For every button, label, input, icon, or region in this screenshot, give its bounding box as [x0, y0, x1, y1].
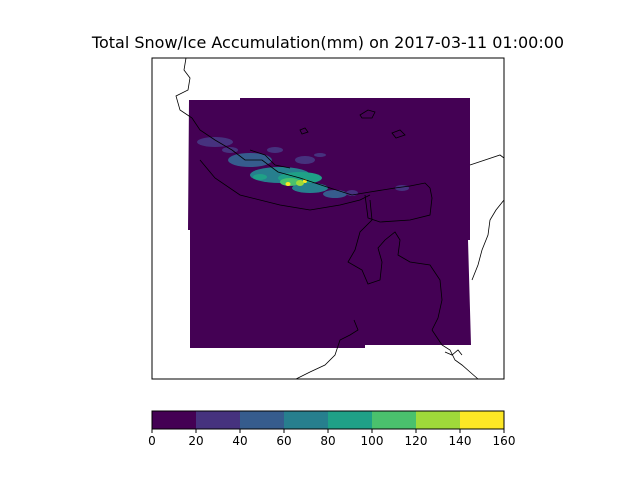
coastlines [175, 57, 505, 380]
colorbar [151, 410, 505, 433]
data-domain [188, 98, 471, 348]
accumulation-field [188, 98, 471, 348]
colorbar-cell [240, 411, 285, 429]
colorbar-cell [196, 411, 241, 429]
map-title: Total Snow/Ice Accumulation(mm) on 2017-… [91, 33, 565, 52]
colorbar-cell [152, 411, 197, 429]
colorbar-cell [284, 411, 329, 429]
colorbar-cell [416, 411, 461, 429]
colorbar-cell [460, 411, 505, 429]
colorbar-cell [328, 411, 373, 429]
colorbar-cell [372, 411, 417, 429]
